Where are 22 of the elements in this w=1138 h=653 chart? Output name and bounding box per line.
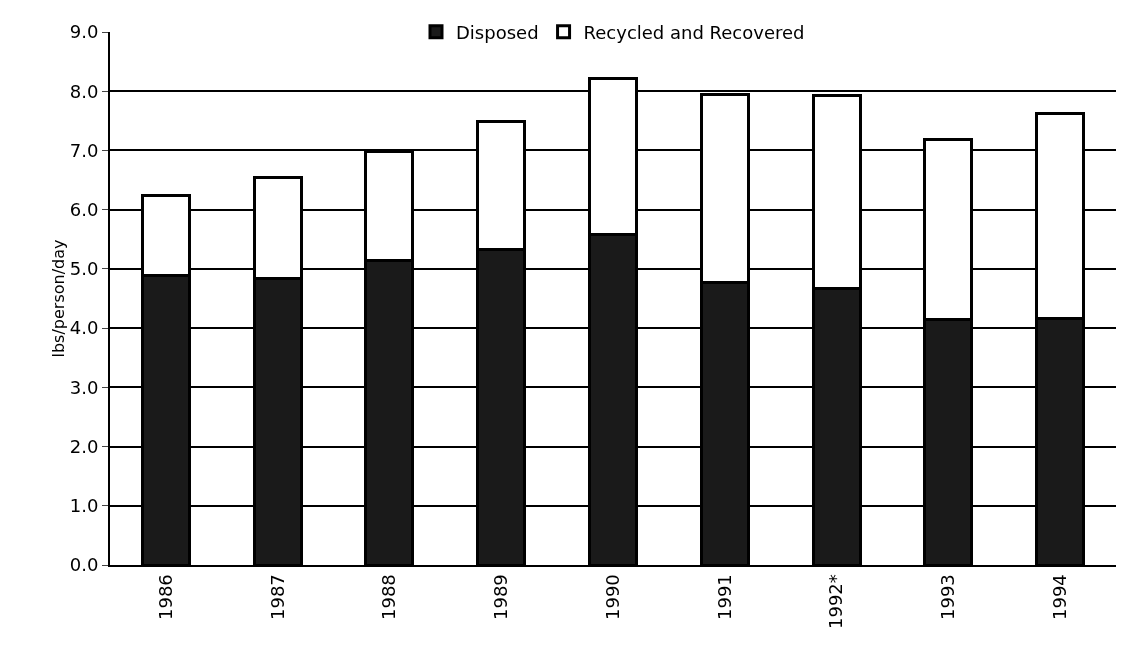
y-tick-label: 7.0 [69, 139, 99, 161]
y-axis-title: lbs/person/day [48, 239, 68, 358]
x-tick-label: 1987 [266, 574, 288, 621]
y-tick-label: 2.0 [69, 435, 99, 457]
y-tick-label: 1.0 [69, 495, 99, 517]
y-tick-label: 4.0 [69, 317, 99, 339]
y-tick-label: 8.0 [69, 80, 99, 102]
x-tick-label: 1993 [937, 574, 959, 621]
y-tick-label: 6.0 [69, 198, 99, 220]
x-tick-label: 1989 [490, 574, 512, 621]
legend-label: Disposed [456, 21, 539, 43]
x-tick-label: 1990 [601, 574, 623, 621]
x-tick-label: 1994 [1048, 574, 1070, 621]
y-tick-label: 9.0 [69, 21, 99, 43]
y-tick-label: 0.0 [69, 554, 99, 576]
x-tick-label: 1986 [154, 574, 176, 621]
legend-label: Recycled and Recovered [583, 21, 805, 43]
y-tick-label: 5.0 [69, 258, 99, 280]
x-tick-label: 1991 [713, 574, 735, 621]
x-tick-label: 1988 [378, 574, 400, 621]
y-tick-label: 3.0 [69, 376, 99, 398]
x-tick-label: 1992* [825, 574, 847, 630]
